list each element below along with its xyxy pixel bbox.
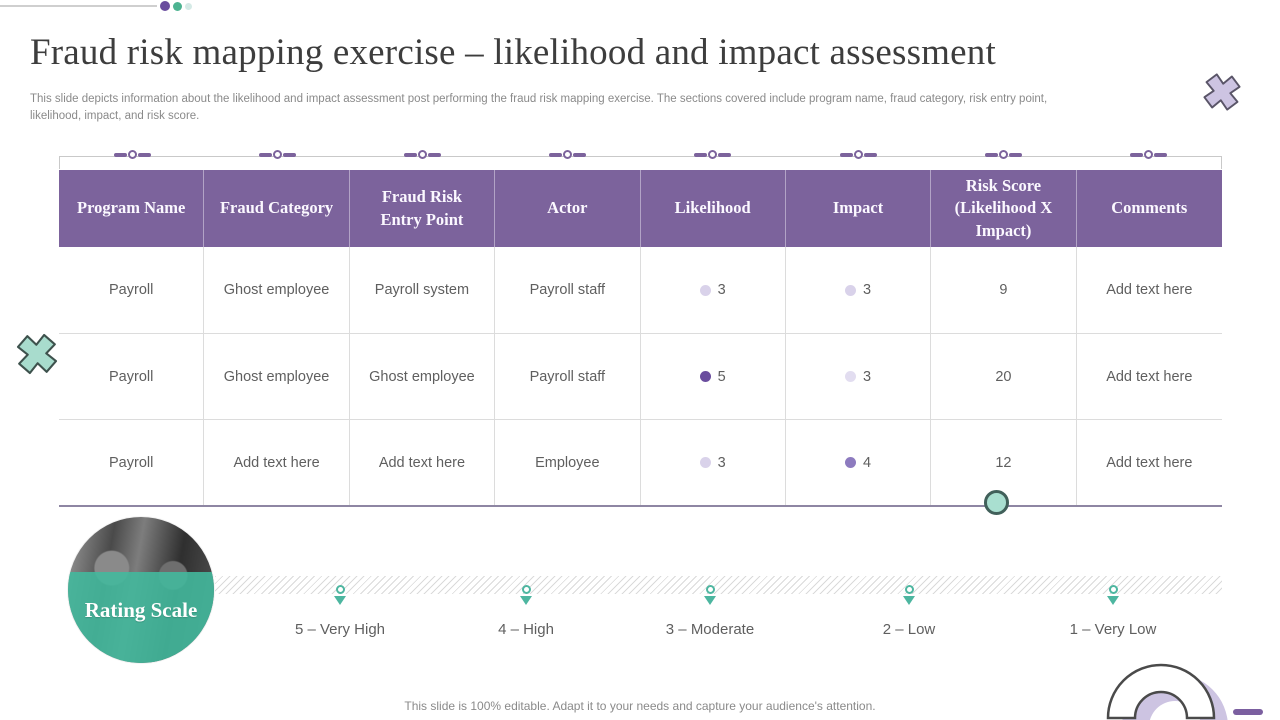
cell-impact: 4 bbox=[785, 419, 932, 505]
impact-dot-icon bbox=[845, 284, 857, 296]
cell-entry-point: Payroll system bbox=[350, 247, 496, 333]
connector-node-icon bbox=[828, 150, 888, 159]
scale-marker: 1 – Very Low bbox=[1053, 585, 1173, 638]
cell-program-name: Payroll bbox=[59, 247, 205, 333]
rating-scale-label: Rating Scale bbox=[84, 598, 198, 623]
rating-scale-badge: Rating Scale bbox=[68, 517, 214, 663]
marker-ring-icon bbox=[705, 585, 715, 594]
cell-entry-point[interactable]: Add text here bbox=[349, 419, 496, 505]
marker-ring-icon bbox=[1108, 585, 1118, 594]
impact-value: 3 bbox=[863, 368, 872, 385]
cell-actor: Payroll staff bbox=[495, 333, 641, 419]
cell-likelihood: 3 bbox=[641, 247, 786, 333]
scale-label: 4 – High bbox=[498, 621, 554, 638]
page-title: Fraud risk mapping exercise – likelihood… bbox=[30, 32, 996, 73]
cell-likelihood: 3 bbox=[640, 419, 786, 505]
scale-marker: 3 – Moderate bbox=[650, 585, 770, 638]
marker-arrow-icon bbox=[1107, 596, 1119, 605]
risk-assessment-table[interactable]: Program Name Fraud Category Fraud Risk E… bbox=[59, 170, 1222, 507]
impact-dot-icon bbox=[845, 457, 857, 468]
marker-arrow-icon bbox=[520, 596, 532, 605]
table-top-line bbox=[59, 156, 1222, 169]
cell-fraud-category: Ghost employee bbox=[204, 333, 350, 419]
marker-arrow-icon bbox=[903, 596, 915, 605]
column-header-fraud-category: Fraud Category bbox=[204, 170, 350, 247]
cell-program-name: Payroll bbox=[59, 419, 205, 505]
likelihood-value: 5 bbox=[717, 368, 726, 385]
cell-risk-score: 12 bbox=[931, 419, 1077, 505]
circle-marker-icon bbox=[984, 490, 1009, 515]
cell-actor: Payroll staff bbox=[495, 247, 641, 333]
cell-fraud-category: Ghost employee bbox=[204, 247, 350, 333]
rating-scale-overlay: Rating Scale bbox=[68, 572, 214, 663]
scale-marker: 5 – Very High bbox=[280, 585, 400, 638]
connector-node-icon bbox=[682, 150, 742, 159]
dot-icon bbox=[173, 2, 182, 11]
cell-comments[interactable]: Add text here bbox=[1076, 333, 1222, 419]
marker-ring-icon bbox=[904, 585, 914, 594]
slide-description: This slide depicts information about the… bbox=[30, 93, 1048, 123]
top-divider-line bbox=[0, 5, 157, 7]
marker-ring-icon bbox=[335, 585, 345, 594]
scale-label: 3 – Moderate bbox=[665, 621, 755, 638]
connector-node-icon bbox=[973, 150, 1033, 159]
connector-node-icon bbox=[537, 150, 597, 159]
marker-ring-icon bbox=[521, 585, 531, 594]
scale-label: 2 – Low bbox=[882, 621, 936, 638]
likelihood-value: 3 bbox=[717, 282, 726, 298]
cell-likelihood: 5 bbox=[640, 333, 786, 419]
column-header-impact: Impact bbox=[785, 170, 932, 247]
arch-icon bbox=[1106, 663, 1228, 720]
hatched-scale-band bbox=[215, 576, 1222, 594]
impact-value: 3 bbox=[863, 282, 872, 298]
impact-dot-icon bbox=[845, 371, 857, 382]
likelihood-dot-icon bbox=[699, 457, 711, 468]
cell-risk-score: 20 bbox=[931, 333, 1077, 419]
connector-node-icon bbox=[392, 150, 452, 159]
cell-risk-score: 9 bbox=[931, 247, 1077, 333]
scale-label: 1 – Very Low bbox=[1069, 621, 1157, 638]
cell-impact: 3 bbox=[785, 333, 932, 419]
column-header-actor: Actor bbox=[495, 170, 641, 247]
cell-impact: 3 bbox=[786, 247, 932, 333]
column-header-risk-score: Risk Score (Likelihood X Impact) bbox=[931, 170, 1077, 247]
cell-entry-point: Ghost employee bbox=[349, 333, 496, 419]
dot-icon bbox=[160, 1, 170, 11]
scale-marker: 2 – Low bbox=[849, 585, 969, 638]
cell-comments[interactable]: Add text here bbox=[1076, 419, 1222, 505]
column-header-program-name: Program Name bbox=[59, 170, 205, 247]
scale-label: 5 – Very High bbox=[294, 621, 386, 638]
column-header-comments: Comments bbox=[1076, 170, 1222, 247]
column-header-entry-point: Fraud Risk Entry Point bbox=[349, 170, 496, 247]
likelihood-value: 3 bbox=[717, 454, 726, 471]
footer-note: This slide is 100% editable. Adapt it to… bbox=[404, 699, 876, 713]
cell-program-name: Payroll bbox=[59, 333, 205, 419]
impact-value: 4 bbox=[863, 454, 872, 471]
cell-comments[interactable]: Add text here bbox=[1106, 282, 1193, 298]
dash-icon bbox=[1233, 709, 1263, 715]
connector-node-icon bbox=[247, 150, 307, 159]
cross-icon bbox=[1203, 73, 1241, 111]
connector-node-icon bbox=[1118, 150, 1178, 159]
cell-fraud-category[interactable]: Add text here bbox=[204, 419, 350, 505]
column-header-likelihood: Likelihood bbox=[640, 170, 786, 247]
cell-actor: Employee bbox=[495, 419, 641, 505]
connector-node-icon bbox=[102, 150, 162, 159]
dot-icon bbox=[185, 3, 192, 10]
marker-arrow-icon bbox=[704, 596, 716, 605]
likelihood-dot-icon bbox=[699, 284, 711, 296]
cross-icon bbox=[16, 333, 58, 375]
scale-marker: 4 – High bbox=[466, 585, 586, 638]
marker-arrow-icon bbox=[334, 596, 346, 605]
likelihood-dot-icon bbox=[699, 371, 711, 382]
